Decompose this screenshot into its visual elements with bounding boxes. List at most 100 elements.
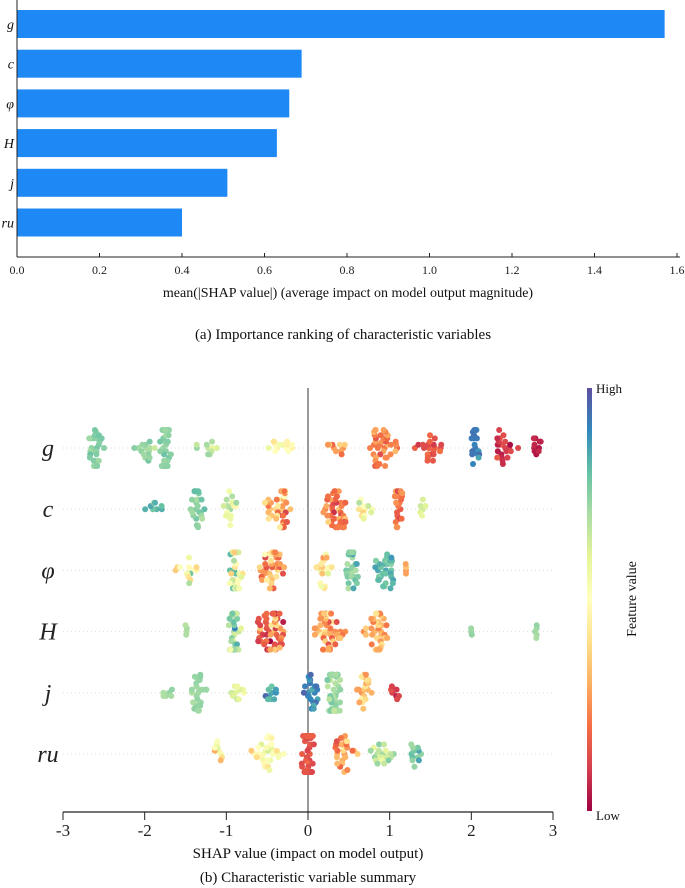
bee-point: [271, 696, 278, 703]
bee-point: [188, 686, 195, 693]
bee-point: [226, 615, 233, 622]
bar-x-tick-label: 1.0: [422, 263, 437, 277]
bee-point: [151, 445, 158, 451]
bee-point: [494, 435, 501, 442]
bee-point: [280, 512, 287, 519]
bee-point: [168, 686, 175, 693]
bee-point: [225, 622, 232, 629]
bee-point: [311, 631, 318, 638]
bee-point: [231, 549, 238, 556]
bee-point: [328, 564, 335, 571]
bee-point: [275, 754, 282, 761]
bee-point: [263, 610, 270, 617]
bee-point: [353, 580, 360, 587]
bee-point: [98, 435, 105, 442]
bee-point: [328, 671, 335, 678]
bee-point: [393, 686, 400, 693]
bee-point: [344, 738, 350, 745]
bee-point: [255, 638, 262, 645]
bee-point: [334, 760, 341, 767]
bee-point: [437, 448, 443, 455]
bee-point: [367, 747, 374, 754]
bee-point: [101, 445, 107, 451]
bee-point: [299, 751, 306, 757]
bee-point: [342, 519, 349, 525]
bee-point: [387, 451, 394, 458]
bee-point: [430, 451, 437, 458]
bar-5: [17, 208, 182, 237]
bee-point: [368, 509, 375, 516]
bee-point: [268, 683, 275, 690]
bar-4: [17, 168, 228, 197]
bee-point: [496, 427, 503, 433]
bar-2: [17, 89, 290, 118]
bee-point: [438, 441, 445, 448]
bee-point: [392, 448, 399, 455]
bee-point: [248, 747, 255, 754]
bee-point: [91, 427, 98, 433]
bee-point: [273, 496, 280, 503]
bee-point: [381, 741, 387, 748]
bar-x-tick-label: 0.2: [92, 263, 107, 277]
bee-point: [164, 438, 171, 445]
bee-point: [341, 441, 348, 448]
bee-point: [281, 564, 288, 571]
bee-point: [199, 515, 206, 522]
bee-point: [93, 463, 100, 469]
bee-point: [226, 580, 233, 587]
bee-point: [333, 738, 340, 745]
bee-point: [324, 441, 331, 448]
bee-point: [283, 499, 290, 506]
bee-point: [373, 610, 380, 617]
bee-point: [157, 448, 164, 455]
bee-point: [507, 441, 514, 448]
bee-point: [217, 757, 224, 764]
bee-point: [402, 561, 409, 567]
bee-point: [182, 622, 189, 629]
bee-point: [223, 496, 230, 503]
bee-point: [344, 561, 351, 567]
bee-x-tick-label: -1: [219, 821, 233, 840]
bee-point: [338, 451, 345, 458]
bee-point: [298, 760, 305, 767]
bee-point: [362, 631, 369, 638]
bar-x-tick-label: 1.2: [505, 263, 520, 277]
bee-point: [333, 671, 339, 678]
bee-point: [398, 515, 405, 522]
bee-point: [195, 707, 202, 714]
bee-point: [349, 747, 356, 754]
bee-point: [280, 570, 286, 577]
bee-point: [281, 488, 288, 495]
bee-point: [276, 610, 283, 617]
bee-point: [363, 671, 369, 678]
bee-point: [270, 438, 277, 445]
bee-point: [263, 744, 270, 751]
bee-point: [268, 557, 274, 564]
bee-point: [499, 461, 506, 467]
bee-point: [533, 622, 540, 629]
bee-point: [354, 686, 361, 693]
bee-point: [253, 754, 260, 761]
bee-point: [388, 554, 395, 561]
bee-point: [348, 549, 355, 556]
bee-point: [341, 524, 347, 531]
bee-point: [375, 646, 382, 653]
bee-point: [381, 760, 388, 767]
bee-point: [265, 515, 272, 522]
bee-point: [417, 503, 424, 509]
bee-point: [470, 461, 476, 467]
bee-point: [356, 699, 363, 706]
bee-point: [368, 689, 375, 696]
bee-point: [384, 551, 391, 558]
bee-point: [302, 683, 308, 690]
bee-feature-label: H: [38, 620, 58, 646]
bee-point: [142, 506, 149, 513]
bee-point: [317, 622, 324, 629]
bee-point: [166, 427, 172, 433]
bee-point: [300, 689, 307, 696]
bee-point: [274, 503, 281, 509]
bee-point: [313, 564, 320, 571]
bee-point: [306, 733, 313, 739]
bee-point: [337, 635, 344, 641]
bee-point: [229, 493, 236, 500]
